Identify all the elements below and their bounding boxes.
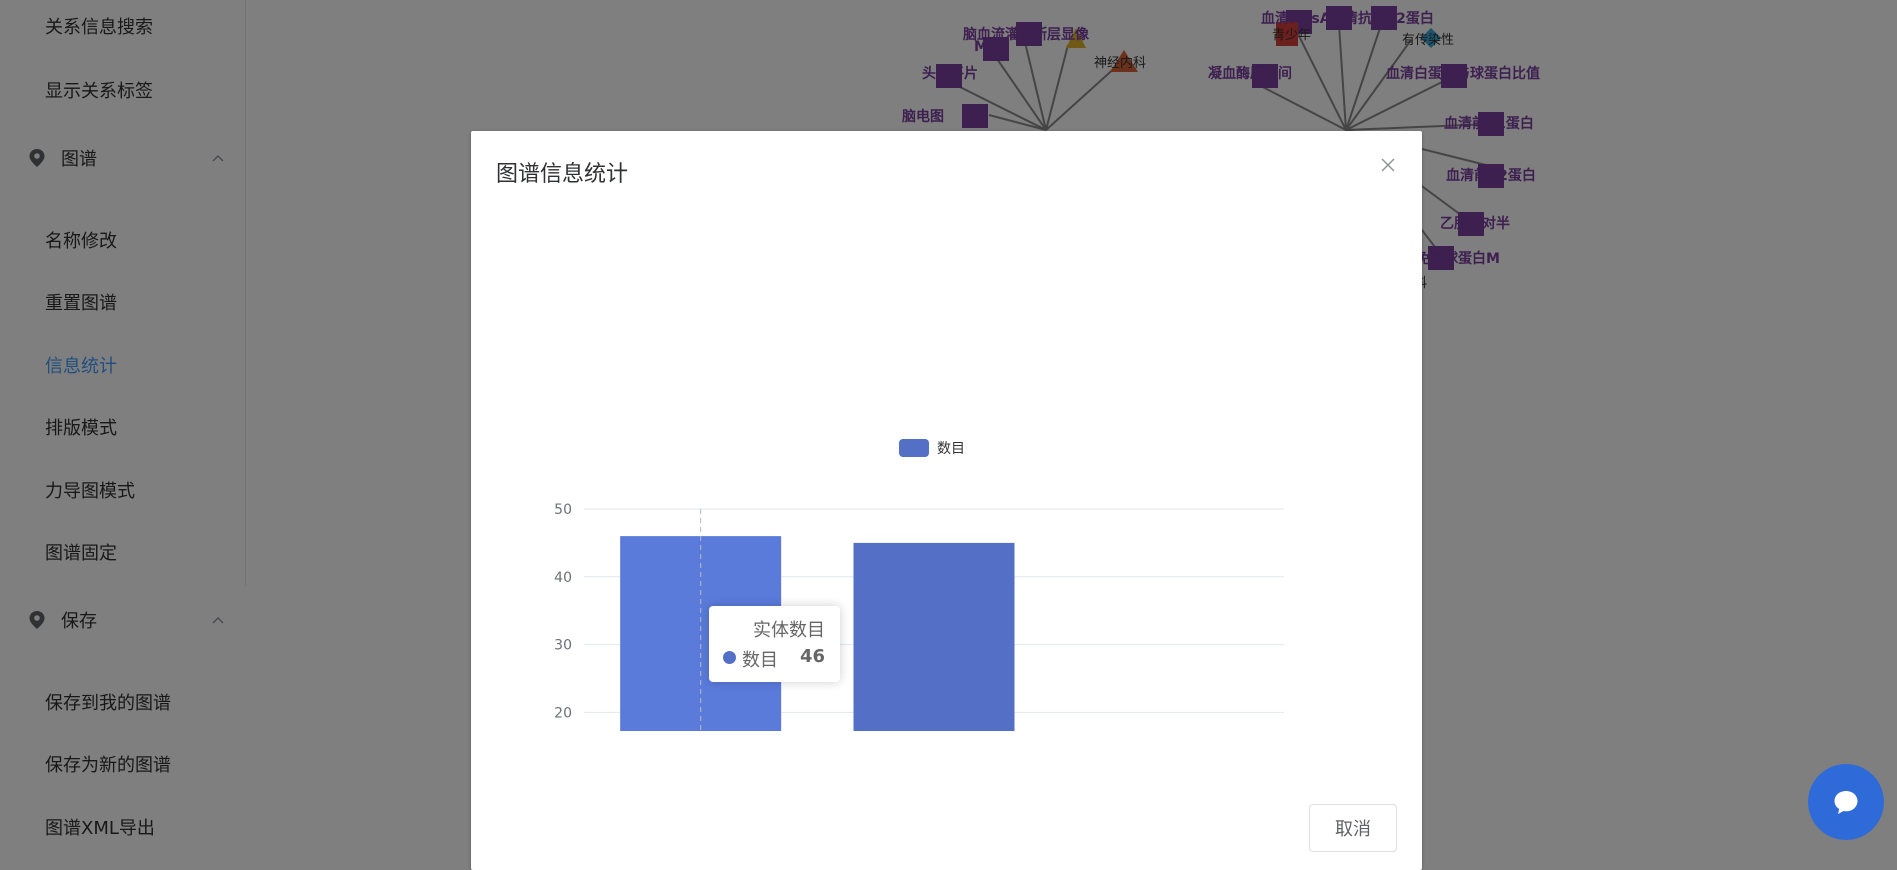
y-tick-label: 40 bbox=[554, 570, 572, 586]
legend-swatch bbox=[899, 439, 929, 457]
chart-tooltip: 实体数目 数目 46 bbox=[709, 606, 840, 682]
bar bbox=[853, 542, 1015, 731]
tooltip-title: 实体数目 bbox=[753, 620, 825, 641]
dialog-title: 图谱信息统计 bbox=[496, 162, 629, 187]
cancel-button[interactable]: 取消 bbox=[1309, 804, 1397, 852]
tooltip-series-dot bbox=[723, 651, 736, 664]
tooltip-value: 46 bbox=[799, 646, 825, 667]
chat-button[interactable] bbox=[1808, 764, 1884, 840]
y-tick-label: 20 bbox=[554, 705, 572, 721]
close-icon[interactable] bbox=[1380, 157, 1396, 173]
legend-label: 数目 bbox=[937, 441, 965, 457]
statistics-dialog: 图谱信息统计 数目01020304050实体数目关系数目种类数目 实体数目 数目… bbox=[471, 131, 1422, 870]
y-tick-label: 30 bbox=[554, 638, 572, 654]
bar-chart[interactable]: 数目01020304050实体数目关系数目种类数目 bbox=[471, 271, 1422, 731]
y-tick-label: 50 bbox=[554, 502, 572, 518]
tooltip-series-name: 数目 bbox=[742, 650, 778, 671]
chat-bubble-icon bbox=[1834, 791, 1858, 814]
